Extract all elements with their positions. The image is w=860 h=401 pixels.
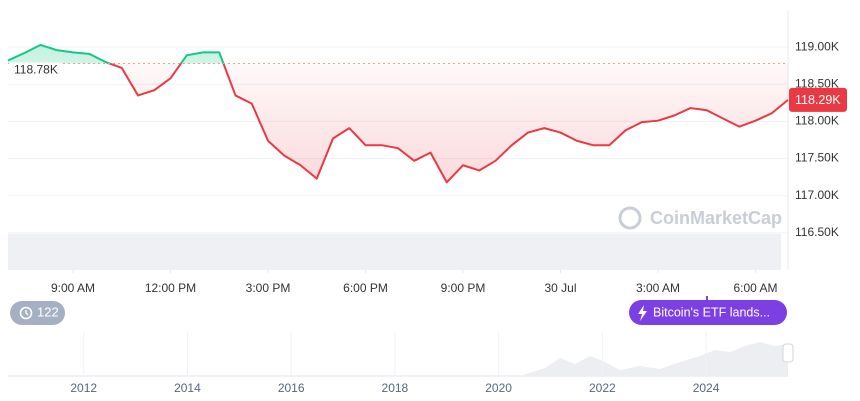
y-tick-label: 116.50K bbox=[795, 225, 839, 239]
x-tick-label: 30 Jul bbox=[544, 281, 576, 295]
navigator-handle[interactable] bbox=[782, 343, 794, 363]
volume-strip bbox=[8, 234, 781, 270]
navigator-year-label: 2022 bbox=[589, 381, 616, 395]
navigator-year-label: 2012 bbox=[70, 381, 97, 395]
navigator-year-label: 2014 bbox=[174, 381, 201, 395]
x-tick-label: 9:00 AM bbox=[51, 281, 95, 295]
current-price-tag bbox=[789, 87, 847, 112]
x-tick-label: 6:00 PM bbox=[343, 281, 388, 295]
current-price-label: 118.29K bbox=[795, 93, 841, 107]
y-tick-label: 117.00K bbox=[795, 188, 839, 202]
navigator-year-label: 2024 bbox=[693, 381, 720, 395]
y-tick-label: 117.50K bbox=[795, 151, 839, 165]
reference-label-bg bbox=[9, 62, 63, 79]
y-tick-label: 118.00K bbox=[795, 114, 839, 128]
reference-label: 118.78K bbox=[14, 63, 58, 77]
x-tick-label: 12:00 PM bbox=[145, 281, 196, 295]
price-line bbox=[7, 43, 789, 184]
news-pill[interactable]: Bitcoin's ETF lands... bbox=[629, 296, 787, 325]
x-tick-label: 6:00 AM bbox=[733, 281, 777, 295]
navigator-year-label: 2018 bbox=[382, 381, 409, 395]
navigator-year-label: 2020 bbox=[485, 381, 512, 395]
news-text: Bitcoin's ETF lands... bbox=[653, 305, 770, 319]
y-tick-label: 119.00K bbox=[795, 39, 839, 53]
x-tick-label: 3:00 PM bbox=[246, 281, 291, 295]
y-tick-label: 118.50K bbox=[795, 76, 839, 90]
navigator-area bbox=[520, 342, 788, 376]
watermark-text: CoinMarketCap bbox=[650, 208, 782, 228]
x-tick-label: 9:00 PM bbox=[441, 281, 486, 295]
history-badge[interactable]: 122 bbox=[10, 301, 65, 325]
price-area bbox=[8, 44, 788, 183]
watermark: CoinMarketCap bbox=[618, 206, 782, 230]
badge-count: 122 bbox=[37, 304, 59, 319]
navigator-year-label: 2016 bbox=[278, 381, 305, 395]
x-tick-label: 3:00 AM bbox=[636, 281, 680, 295]
